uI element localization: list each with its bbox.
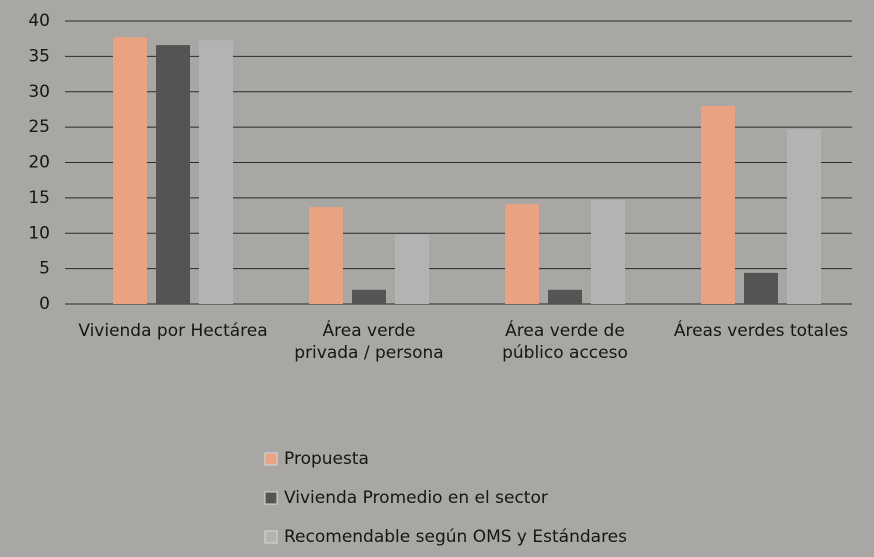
y-tick-label: 30 bbox=[28, 82, 50, 102]
bar bbox=[395, 234, 429, 304]
x-tick-label: Área verde privada / persona bbox=[294, 321, 444, 363]
y-tick-label: 15 bbox=[28, 188, 50, 208]
legend-label: Vivienda Promedio en el sector bbox=[284, 488, 548, 508]
bar bbox=[591, 199, 625, 304]
y-tick-label: 10 bbox=[28, 223, 50, 243]
y-tick-label: 20 bbox=[28, 153, 50, 173]
bar bbox=[352, 289, 386, 304]
bar bbox=[199, 40, 233, 304]
y-tick-label: 25 bbox=[28, 117, 50, 137]
bar bbox=[701, 105, 735, 305]
bar bbox=[156, 45, 190, 305]
bar bbox=[505, 204, 539, 304]
bar bbox=[548, 289, 582, 304]
y-tick-label: 35 bbox=[28, 46, 50, 66]
y-tick-label: 40 bbox=[28, 11, 50, 31]
legend-label: Propuesta bbox=[284, 449, 369, 469]
legend-swatch bbox=[264, 530, 278, 544]
bar bbox=[309, 207, 343, 304]
legend-label: Recomendable según OMS y Estándares bbox=[284, 527, 627, 547]
bar bbox=[744, 272, 778, 304]
bar bbox=[787, 129, 821, 304]
y-tick-label: 5 bbox=[39, 259, 50, 279]
x-tick-label: Área verde de público acceso bbox=[502, 321, 628, 363]
x-tick-label: Vivienda por Hectárea bbox=[78, 321, 268, 341]
y-tick-label: 0 bbox=[39, 294, 50, 314]
x-tick-label: Áreas verdes totales bbox=[673, 321, 849, 341]
legend-swatch bbox=[264, 452, 278, 466]
legend-swatch bbox=[264, 491, 278, 505]
bar bbox=[113, 37, 147, 305]
